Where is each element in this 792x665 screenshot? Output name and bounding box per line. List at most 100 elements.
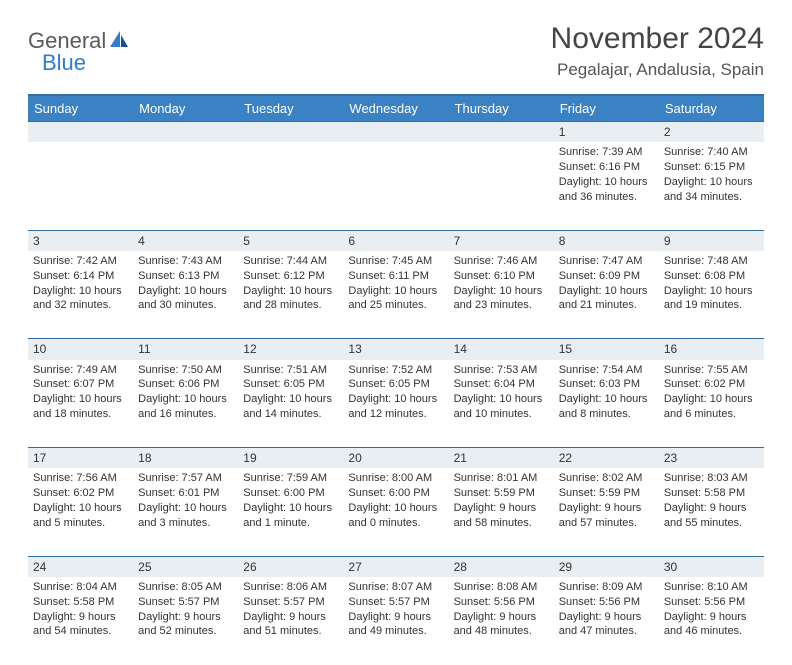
col-monday: Monday [133,95,238,122]
sunset-text: Sunset: 6:10 PM [454,269,549,284]
day-number [133,122,238,143]
header-row: Sunday Monday Tuesday Wednesday Thursday… [28,95,764,122]
logo-blue: Blue [42,50,86,76]
day-number: 15 [554,339,659,360]
col-tuesday: Tuesday [238,95,343,122]
daylight-text: Daylight: 10 hours and 12 minutes. [348,392,443,422]
sunset-text: Sunset: 5:59 PM [454,486,549,501]
daynum-row: 12 [28,122,764,143]
daylight-text: Daylight: 10 hours and 23 minutes. [454,284,549,314]
day-cell: Sunrise: 7:47 AMSunset: 6:09 PMDaylight:… [554,251,659,339]
day-number [449,122,554,143]
sunrise-text: Sunrise: 7:59 AM [243,471,338,486]
sunset-text: Sunset: 6:08 PM [664,269,759,284]
week-row: Sunrise: 7:56 AMSunset: 6:02 PM Daylight:… [28,468,764,556]
col-thursday: Thursday [449,95,554,122]
day-cell: Sunrise: 7:48 AMSunset: 6:08 PMDaylight:… [659,251,764,339]
sunrise-text: Sunrise: 7:45 AM [348,254,443,269]
sunset-text: Sunset: 6:01 PM [138,486,233,501]
daylight-text: Daylight: 9 hours and 57 minutes. [559,501,654,531]
day-cell: Sunrise: 7:52 AMSunset: 6:05 PMDaylight:… [343,360,448,448]
daylight-text: Daylight: 10 hours and 6 minutes. [664,392,759,422]
day-cell: Sunrise: 8:01 AMSunset: 5:59 PMDaylight:… [449,468,554,556]
day-cell: Sunrise: 7:45 AMSunset: 6:11 PMDaylight:… [343,251,448,339]
day-cell: Sunrise: 8:10 AMSunset: 5:56 PMDaylight:… [659,577,764,665]
day-number: 29 [554,556,659,577]
sunset-text: Sunset: 6:00 PM [348,486,443,501]
day-number: 23 [659,448,764,469]
sunset-text: Sunset: 6:06 PM [138,377,233,392]
sunset-text: Sunset: 5:59 PM [559,486,654,501]
sunset-text: Sunset: 6:02 PM [33,486,128,501]
day-cell: Sunrise: 8:04 AMSunset: 5:58 PMDaylight:… [28,577,133,665]
daylight-text: Daylight: 10 hours and 30 minutes. [138,284,233,314]
sunrise-text: Sunrise: 8:06 AM [243,580,338,595]
sunrise-text: Sunrise: 8:03 AM [664,471,759,486]
day-cell [133,142,238,230]
sunset-text: Sunset: 6:05 PM [243,377,338,392]
sunrise-text: Sunrise: 7:57 AM [138,471,233,486]
daylight-text: Daylight: 9 hours and 51 minutes. [243,610,338,640]
day-number: 14 [449,339,554,360]
daylight-text: Daylight: 9 hours and 55 minutes. [664,501,759,531]
sunrise-text: Sunrise: 7:49 AM [33,363,128,378]
day-number [28,122,133,143]
day-number [343,122,448,143]
day-number: 19 [238,448,343,469]
sunrise-text: Sunrise: 8:05 AM [138,580,233,595]
daylight-text: Daylight: 10 hours and 28 minutes. [243,284,338,314]
calendar-table: Sunday Monday Tuesday Wednesday Thursday… [28,94,764,665]
day-number: 3 [28,230,133,251]
daylight-text: Daylight: 9 hours and 54 minutes. [33,610,128,640]
daylight-text: Daylight: 9 hours and 49 minutes. [348,610,443,640]
day-cell: Sunrise: 7:51 AMSunset: 6:05 PMDaylight:… [238,360,343,448]
daylight-text: Daylight: 10 hours and 8 minutes. [559,392,654,422]
day-number: 18 [133,448,238,469]
sunrise-text: Sunrise: 7:56 AM [33,471,128,486]
day-number: 7 [449,230,554,251]
week-row: Sunrise: 7:42 AMSunset: 6:14 PMDaylight:… [28,251,764,339]
day-cell [28,142,133,230]
day-cell: Sunrise: 7:46 AMSunset: 6:10 PMDaylight:… [449,251,554,339]
daylight-text: Daylight: 10 hours and 21 minutes. [559,284,654,314]
sunset-text: Sunset: 6:16 PM [559,160,654,175]
day-number: 5 [238,230,343,251]
sunset-text: Sunset: 6:11 PM [348,269,443,284]
sunset-text: Sunset: 6:12 PM [243,269,338,284]
day-cell: Sunrise: 7:39 AMSunset: 6:16 PMDaylight:… [554,142,659,230]
sunrise-text: Sunrise: 7:53 AM [454,363,549,378]
header: General November 2024 Pegalajar, Andalus… [28,22,764,80]
sunrise-text: Sunrise: 8:08 AM [454,580,549,595]
daylight-text: Daylight: 10 hours and 16 minutes. [138,392,233,422]
day-number: 11 [133,339,238,360]
day-number: 17 [28,448,133,469]
daylight-text: Daylight: 9 hours and 47 minutes. [559,610,654,640]
sunrise-text: Sunrise: 7:42 AM [33,254,128,269]
sunrise-text: Sunrise: 8:01 AM [454,471,549,486]
sunrise-text: Sunrise: 7:44 AM [243,254,338,269]
sail-icon [108,29,130,54]
week-row: Sunrise: 7:39 AMSunset: 6:16 PMDaylight:… [28,142,764,230]
location: Pegalajar, Andalusia, Spain [551,60,764,80]
daylight-text: Daylight: 10 hours and 32 minutes. [33,284,128,314]
sunrise-text: Sunrise: 7:46 AM [454,254,549,269]
daylight-text: Daylight: 10 hours and 34 minutes. [664,175,759,205]
daylight-text: Daylight: 10 hours and 25 minutes. [348,284,443,314]
day-number: 8 [554,230,659,251]
sunrise-text: Sunrise: 7:54 AM [559,363,654,378]
week-row: Sunrise: 8:04 AMSunset: 5:58 PMDaylight:… [28,577,764,665]
daylight-text: Daylight: 10 hours and 18 minutes. [33,392,128,422]
sunrise-text: Sunrise: 7:52 AM [348,363,443,378]
sunrise-text: Sunrise: 8:00 AM [348,471,443,486]
sunset-text: Sunset: 6:02 PM [664,377,759,392]
day-cell: Sunrise: 7:56 AMSunset: 6:02 PMDaylight:… [28,468,133,556]
day-number: 10 [28,339,133,360]
day-cell: Sunrise: 7:54 AMSunset: 6:03 PMDaylight:… [554,360,659,448]
sunrise-text: Sunrise: 7:51 AM [243,363,338,378]
day-number: 1 [554,122,659,143]
sunset-text: Sunset: 6:04 PM [454,377,549,392]
sunrise-text: Sunrise: 8:10 AM [664,580,759,595]
sunset-text: Sunset: 5:58 PM [664,486,759,501]
day-cell [449,142,554,230]
daylight-text: Daylight: 10 hours and 3 minutes. [138,501,233,531]
